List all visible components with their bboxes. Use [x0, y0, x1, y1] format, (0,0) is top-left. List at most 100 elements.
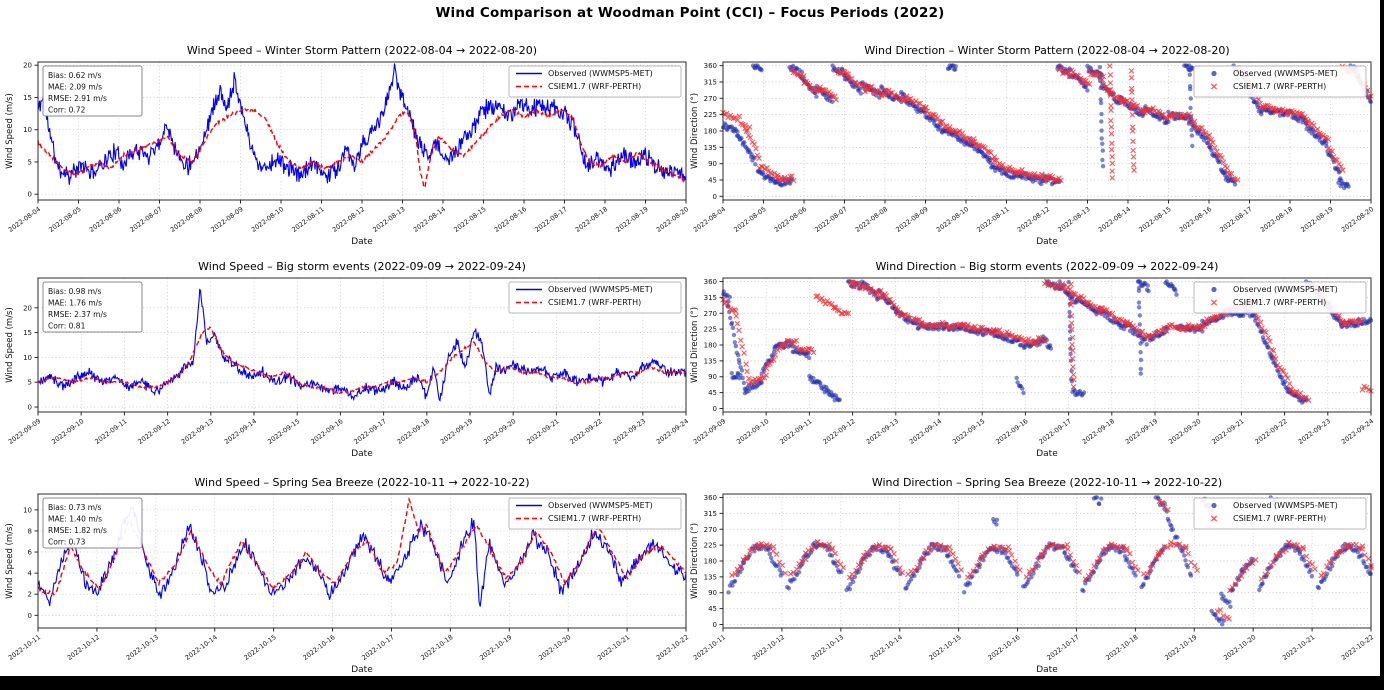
x-tick-label: 2022-09-15: [266, 417, 301, 446]
y-tick-label: 315: [704, 510, 717, 518]
x-axis-label: Date: [351, 237, 373, 247]
y-tick-label: 90: [708, 589, 717, 597]
x-tick-label: 2022-09-10: [735, 417, 770, 446]
x-tick-label: 2022-08-06: [773, 205, 808, 234]
panel-dir-sept: 0 45 90 135 180 225 270 315 360 2022-09-09 2022-09…: [690, 260, 1375, 459]
stats-box-speed-sept: [42, 281, 143, 333]
x-tick-label: 2022-08-14: [1097, 205, 1132, 234]
x-tick-label: 2022-08-04: [692, 205, 727, 234]
stats-line: Corr: 0.72: [48, 106, 86, 115]
y-tick-label: 15: [23, 94, 32, 102]
x-tick-label: 2022-10-21: [596, 633, 631, 662]
panel-title-speed-oct: Wind Speed – Spring Sea Breeze (2022-10-…: [194, 476, 529, 489]
legend-box-speed-sept: [508, 281, 682, 314]
panel-title-speed-sept: Wind Speed – Big storm events (2022-09-0…: [198, 260, 526, 273]
stats-line: MAE: 2.09 m/s: [48, 83, 102, 92]
y-axis-label: Wind Direction (°): [690, 523, 700, 599]
y-tick-label: 225: [704, 542, 717, 550]
legend-label: CSIEM1.7 (WRF-PERTH): [1233, 514, 1326, 523]
legend-label: CSIEM1.7 (WRF-PERTH): [548, 82, 641, 91]
x-tick-label: 2022-09-12: [137, 417, 172, 446]
x-tick-label: 2022-10-16: [986, 633, 1021, 662]
y-axis-label: Wind Speed (m/s): [5, 523, 15, 599]
x-tick-label: 2022-09-16: [994, 417, 1029, 446]
y-tick-label: 0: [28, 404, 32, 412]
panel-dir-oct: 0 45 90 135 180 225 270 315 360 2022-10-11 2022-10…: [690, 476, 1375, 675]
y-tick-label: 360: [704, 278, 717, 286]
y-tick-label: 45: [708, 177, 717, 185]
stats-line: Bias: 0.73 m/s: [48, 503, 102, 512]
x-tick-label: 2022-10-20: [537, 633, 572, 662]
x-tick-label: 2022-10-18: [419, 633, 454, 662]
legend-label: Observed (WWMSP5-MET): [548, 501, 653, 510]
stats-box-speed-oct: [42, 497, 143, 549]
stats-line: RMSE: 2.37 m/s: [48, 310, 107, 319]
legend-box-dir-winter: [1193, 65, 1367, 98]
legend-label: CSIEM1.7 (WRF-PERTH): [548, 298, 641, 307]
x-tick-label: 2022-10-19: [478, 633, 513, 662]
x-tick-label: 2022-09-10: [50, 417, 85, 446]
legend-label: Observed (WWMSP5-MET): [548, 285, 653, 294]
x-axis-label: Date: [1036, 665, 1058, 675]
stats-line: Bias: 0.98 m/s: [48, 287, 102, 296]
x-tick-label: 2022-10-14: [184, 633, 219, 662]
legend-label: CSIEM1.7 (WRF-PERTH): [1233, 298, 1326, 307]
x-tick-label: 2022-09-20: [482, 417, 517, 446]
x-tick-label: 2022-08-07: [128, 205, 163, 234]
axes-frame-speed-oct: [37, 493, 687, 629]
x-tick-label: 2022-08-14: [412, 205, 447, 234]
x-tick-label: 2022-10-12: [751, 633, 786, 662]
x-tick-label: 2022-09-24: [1340, 417, 1375, 446]
x-tick-label: 2022-08-16: [1178, 205, 1213, 234]
legend-label: Observed (WWMSP5-MET): [548, 69, 653, 78]
y-tick-label: 135: [704, 357, 717, 365]
x-tick-label: 2022-09-09: [7, 417, 42, 446]
x-tick-label: 2022-09-23: [612, 417, 647, 446]
y-tick-label: 45: [708, 605, 717, 613]
x-tick-label: 2022-08-15: [1137, 205, 1172, 234]
x-tick-label: 2022-09-12: [822, 417, 857, 446]
x-tick-label: 2022-10-15: [243, 633, 278, 662]
stats-line: Corr: 0.73: [48, 538, 86, 547]
x-tick-label: 2022-08-20: [1340, 205, 1375, 234]
y-axis-label: Wind Direction (°): [690, 307, 700, 383]
y-tick-label: 4: [28, 570, 33, 578]
y-tick-label: 270: [704, 95, 717, 103]
legend-box-speed-oct: [508, 497, 682, 530]
x-tick-label: 2022-08-10: [935, 205, 970, 234]
x-tick-label: 2022-09-11: [778, 417, 813, 446]
y-axis-label: Wind Speed (m/s): [5, 93, 15, 169]
x-tick-label: 2022-08-17: [1218, 205, 1253, 234]
series-model-speed-sept: [37, 326, 687, 395]
x-tick-label: 2022-09-19: [439, 417, 474, 446]
x-tick-label: 2022-09-17: [1038, 417, 1073, 446]
x-tick-label: 2022-08-20: [655, 205, 690, 234]
x-tick-label: 2022-09-09: [692, 417, 727, 446]
axes-frame-speed-sept: [37, 277, 687, 413]
stats-line: RMSE: 1.82 m/s: [48, 526, 107, 535]
figure-canvas: Wind Comparison at Woodman Point (CCI) –…: [0, 0, 1380, 676]
y-tick-label: 360: [704, 62, 717, 70]
x-tick-label: 2022-08-19: [614, 205, 649, 234]
y-tick-label: 90: [708, 373, 717, 381]
x-tick-label: 2022-10-16: [301, 633, 336, 662]
series-observed-speed-oct: [37, 506, 687, 607]
x-tick-label: 2022-08-09: [209, 205, 244, 234]
panel-title-speed-winter: Wind Speed – Winter Storm Pattern (2022-…: [187, 44, 537, 57]
legend-label: Observed (WWMSP5-MET): [1233, 69, 1338, 78]
x-axis-label: Date: [1036, 449, 1058, 459]
y-tick-label: 225: [704, 326, 717, 334]
x-tick-label: 2022-08-18: [1259, 205, 1294, 234]
y-tick-label: 10: [23, 126, 32, 134]
y-tick-label: 6: [28, 549, 33, 557]
stats-line: MAE: 1.76 m/s: [48, 299, 102, 308]
y-tick-label: 8: [28, 527, 32, 535]
x-tick-label: 2022-10-14: [869, 633, 904, 662]
stats-line: RMSE: 2.91 m/s: [48, 94, 107, 103]
series-observed-speed-winter: [37, 63, 686, 185]
x-tick-label: 2022-10-13: [810, 633, 845, 662]
panel-title-dir-winter: Wind Direction – Winter Storm Pattern (2…: [864, 44, 1229, 57]
stats-line: MAE: 1.40 m/s: [48, 515, 102, 524]
y-tick-label: 135: [704, 144, 717, 152]
